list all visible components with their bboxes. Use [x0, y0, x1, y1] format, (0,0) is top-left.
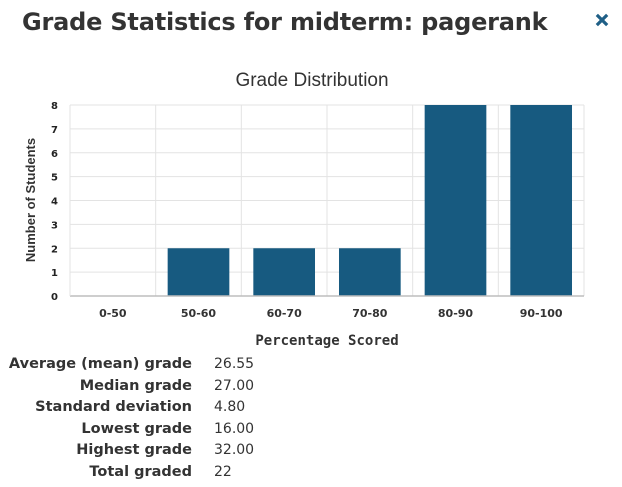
close-button[interactable]	[589, 7, 615, 33]
x-tick-label: 50-60	[181, 307, 217, 320]
x-tick-label: 70-80	[352, 307, 388, 320]
y-tick-label: 2	[51, 244, 58, 255]
modal-header: Grade Statistics for midterm: pagerank	[0, 0, 622, 50]
x-tick-label: 80-90	[438, 307, 474, 320]
x-tick-label: 90-100	[520, 307, 563, 320]
bar-50-60	[167, 248, 230, 296]
bar-80-90	[424, 105, 487, 296]
stat-row: Lowest grade 16.00	[0, 419, 622, 441]
stat-label: Average (mean) grade	[8, 356, 192, 372]
stat-row: Average (mean) grade 26.55	[0, 354, 622, 376]
grade-distribution-chart: Grade Distribution Number of Students Pe…	[0, 60, 622, 355]
x-axis-label: Percentage Scored	[255, 333, 398, 349]
stat-label: Total graded	[89, 463, 192, 480]
stat-label: Median grade	[79, 377, 192, 394]
stat-label: Lowest grade	[81, 420, 192, 437]
y-tick-labels: 0 1 2 3 4 5 6 7 8	[51, 101, 58, 303]
stat-value: 32.00	[214, 442, 255, 459]
bar-90-100	[510, 105, 573, 296]
stat-row: Median grade 27.00	[0, 376, 622, 398]
stat-value: 16.00	[214, 420, 255, 437]
chart-axes	[69, 105, 584, 297]
stat-label: Highest grade	[76, 442, 192, 459]
chart-bars	[167, 105, 573, 296]
y-axis-label: Number of Students	[23, 138, 38, 262]
y-tick-label: 6	[51, 149, 58, 160]
stat-value: 27.00	[214, 377, 255, 394]
stat-row: Total graded 22	[0, 462, 622, 484]
y-tick-label: 8	[51, 101, 58, 112]
y-tick-label: 3	[51, 220, 58, 231]
grade-stats-table: Average (mean) grade 26.55 Median grade 27.…	[0, 354, 622, 484]
chart-svg: Grade Distribution Number of Students Pe…	[23, 70, 585, 349]
stat-row: Standard deviation 4.80	[0, 397, 622, 419]
stat-value: 22	[214, 463, 232, 480]
stat-label: Standard deviation	[35, 399, 192, 416]
stat-row: Highest grade 32.00	[0, 440, 622, 462]
x-tick-labels: 0-50 50-60 60-70 70-80 80-90 90-100	[99, 307, 563, 320]
y-tick-label: 5	[51, 173, 58, 184]
chart-title: Grade Distribution	[235, 70, 388, 91]
y-tick-label: 4	[51, 197, 58, 208]
y-tick-label: 1	[51, 268, 58, 279]
stat-value: 4.80	[214, 399, 246, 416]
page-title: Grade Statistics for midterm: pagerank	[22, 8, 548, 36]
x-tick-label: 60-70	[267, 307, 303, 320]
y-tick-label: 0	[51, 292, 58, 303]
bar-70-80	[338, 248, 401, 296]
close-icon	[595, 13, 609, 27]
chart-grid	[69, 104, 585, 297]
x-tick-label: 0-50	[99, 307, 127, 320]
bar-60-70	[253, 248, 316, 296]
stat-value: 26.55	[214, 356, 255, 372]
y-tick-label: 7	[51, 125, 58, 136]
